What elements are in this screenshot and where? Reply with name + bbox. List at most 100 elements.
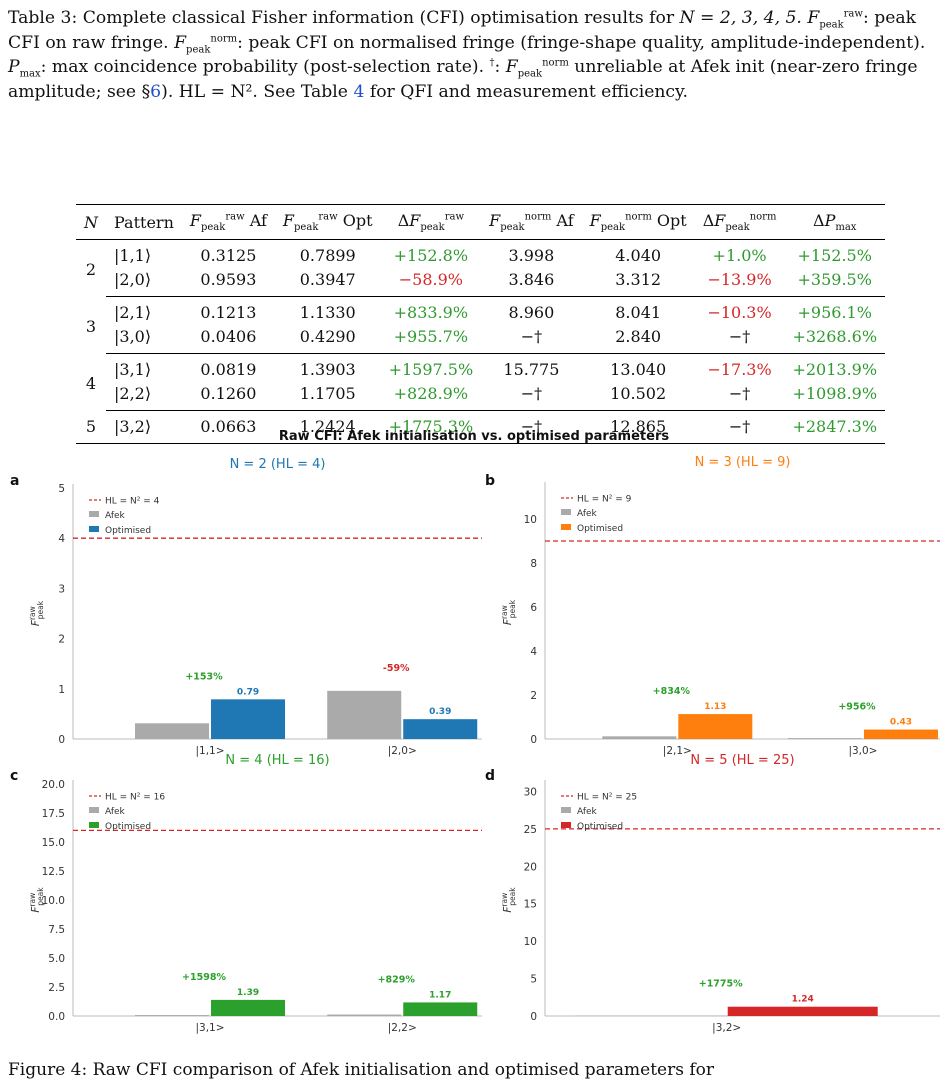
bar-optimised	[727, 1006, 878, 1016]
cell-d-raw: +833.9%	[393, 303, 469, 323]
cell-n: 2	[85, 260, 97, 280]
bar-value-label: 0.39	[429, 707, 451, 717]
legend-afek-swatch	[89, 511, 99, 517]
col-norm-opt: Fpeaknorm Opt	[581, 203, 695, 241]
bar-optimised	[678, 714, 753, 739]
y-axis-label: Frawpeak	[500, 887, 517, 913]
col-d-raw: ΔFpeakraw	[380, 203, 482, 241]
y-tick-label: 25	[524, 824, 537, 836]
bar-value-label: 1.17	[429, 990, 451, 1000]
cell-d-raw: +955.7%	[380, 325, 482, 355]
cell-raw-opt: 0.7899	[299, 246, 356, 266]
cell-d-p: +1098.9%	[784, 382, 886, 412]
x-tick-label: |1,1>	[195, 745, 224, 757]
y-tick-label: 10	[524, 936, 537, 948]
pct-change-label: +834%	[653, 686, 691, 697]
legend-afek-swatch	[561, 807, 571, 813]
cell-pattern: |2,1⟩	[114, 303, 152, 323]
cell-raw-opt: 1.1330	[299, 303, 356, 323]
panel-title: N = 4 (HL = 16)	[225, 753, 329, 768]
cell-pattern: |2,0⟩	[106, 268, 182, 298]
y-tick-label: 7.5	[48, 924, 65, 936]
legend-hl-label: HL = N² = 9	[577, 495, 632, 505]
pct-change-label: +153%	[185, 671, 223, 682]
y-tick-label: 10.0	[42, 895, 65, 907]
col-norm-af: Fpeaknorm Af	[481, 203, 582, 241]
cell-n: 4	[85, 374, 97, 394]
bar-value-label: 1.39	[237, 988, 259, 998]
legend-afek-label: Afek	[577, 509, 598, 519]
cell-norm-opt: 10.502	[581, 382, 695, 412]
panel-letter: c	[10, 768, 18, 784]
cell-n: 5	[76, 410, 106, 445]
y-tick-label: 2	[58, 634, 65, 646]
panel-letter: a	[10, 473, 19, 489]
legend-opt-label: Optimised	[577, 524, 623, 534]
panel-letter: d	[485, 768, 495, 784]
y-tick-label: 1	[58, 684, 65, 696]
col-d-norm: ΔFpeaknorm	[694, 203, 785, 241]
y-tick-label: 5	[530, 974, 537, 986]
y-axis-label: Frawpeak	[500, 599, 517, 625]
table-row: 5 |3,2⟩ 0.0663 1.2424 +1775.3% −† 12.865 −† +284…	[76, 410, 886, 445]
table-row: |2,2⟩ 0.1260 1.1705 +828.9% −† 10.502 −† +1098.…	[76, 382, 886, 412]
cell-raw-opt: 1.1705	[274, 382, 381, 412]
y-tick-label: 0	[530, 1011, 537, 1023]
bar-value-label: 0.79	[237, 687, 259, 697]
section-ref-link[interactable]: 6	[150, 81, 162, 102]
cell-d-raw: +1597.5%	[388, 360, 474, 380]
legend-hl-label: HL = N² = 16	[105, 793, 165, 803]
y-tick-label: 5.0	[48, 953, 65, 965]
cell-d-p: +359.5%	[784, 268, 886, 298]
cell-raw-af: 0.1260	[181, 382, 275, 412]
x-tick-label: |3,0>	[848, 745, 877, 757]
cell-norm-af: −†	[481, 382, 582, 412]
y-tick-label: 15	[524, 899, 537, 911]
cell-raw-opt: 1.3903	[299, 360, 356, 380]
bar-afek	[327, 1014, 402, 1016]
cell-pattern: |1,1⟩	[114, 246, 152, 266]
legend-opt-swatch	[561, 524, 571, 530]
cell-norm-af: 3.998	[508, 246, 555, 266]
cell-norm-opt: 12.865	[581, 410, 695, 445]
bar-afek	[602, 736, 677, 739]
y-tick-label: 3	[58, 583, 65, 595]
legend-afek-label: Afek	[105, 511, 126, 521]
legend-afek-label: Afek	[577, 807, 598, 817]
cell-d-raw: +152.8%	[393, 246, 469, 266]
x-tick-label: |2,0>	[388, 745, 417, 757]
cell-norm-opt: 3.312	[581, 268, 695, 298]
cell-d-norm: −13.9%	[694, 268, 785, 298]
bar-optimised	[403, 719, 478, 739]
table-row: 4 |3,1⟩ 0.0819 1.3903 +1597.5% 15.775 13.040 −1…	[76, 354, 885, 393]
cell-d-p: +152.5%	[797, 246, 872, 266]
cell-d-norm: −†	[694, 410, 785, 445]
cell-pattern: |3,0⟩	[106, 325, 182, 355]
table-row: 2 |1,1⟩ 0.3125 0.7899 +152.8% 3.998 4.040 +1.0%…	[76, 240, 885, 279]
y-tick-label: 17.5	[42, 808, 65, 820]
y-axis-label: Frawpeak	[28, 600, 45, 626]
cell-norm-af: 15.775	[503, 360, 560, 380]
col-d-p: ΔPmax	[784, 203, 886, 241]
y-tick-label: 20.0	[42, 779, 65, 791]
cell-pattern: |3,2⟩	[106, 410, 182, 445]
x-tick-label: |2,1>	[663, 745, 692, 757]
panel-title: N = 5 (HL = 25)	[690, 753, 794, 768]
figure-caption: Figure 4: Raw CFI comparison of Afek ini…	[8, 1060, 714, 1080]
table-caption: Table 3: Complete classical Fisher infor…	[8, 8, 926, 102]
bar-optimised	[211, 699, 286, 739]
y-tick-label: 4	[530, 646, 537, 658]
cell-norm-af: −†	[481, 410, 582, 445]
table-row: |2,0⟩ 0.9593 0.3947 −58.9% 3.846 3.312 −13.9% +…	[76, 268, 886, 298]
cell-raw-af: 0.0819	[200, 360, 257, 380]
table-ref-link[interactable]: 4	[353, 81, 365, 102]
legend-opt-label: Optimised	[105, 526, 151, 536]
bar-charts: a N = 2 (HL = 4) 0 1 2 3 4 5 Frawpeak HL = N² = 4…	[10, 455, 940, 1034]
results-table: N Pattern Fpeakraw Af Fpeakraw Opt ΔFpea…	[76, 203, 886, 445]
panel-title: N = 3 (HL = 9)	[695, 455, 791, 470]
legend-opt-swatch	[89, 822, 99, 828]
cell-d-norm: −10.3%	[707, 303, 772, 323]
cell-raw-af: 0.1213	[200, 303, 257, 323]
bar-afek	[327, 690, 402, 739]
cell-norm-af: −†	[481, 325, 582, 355]
